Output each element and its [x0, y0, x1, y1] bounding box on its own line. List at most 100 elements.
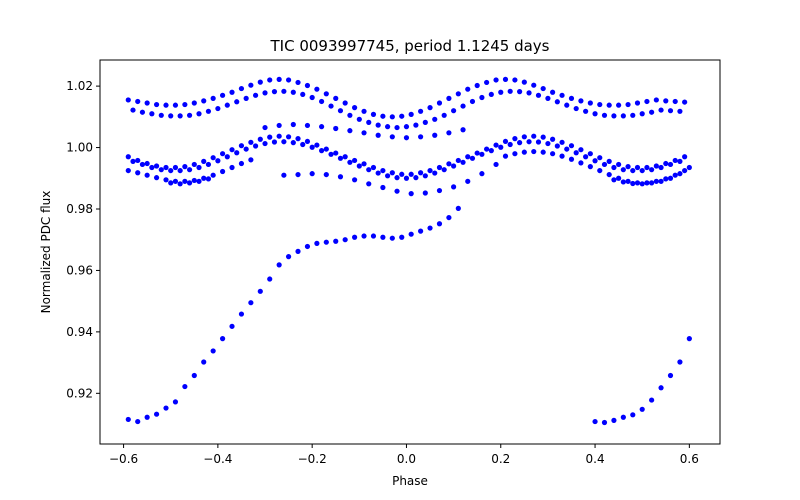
- data-point-s1-36: [469, 98, 476, 105]
- data-point-s1-44: [545, 95, 551, 101]
- data-point-s5-27: [625, 178, 631, 184]
- data-point-s3-56: [653, 163, 659, 169]
- data-point-s0-54: [634, 100, 641, 106]
- data-point-s3-11: [229, 147, 235, 153]
- data-point-s0-14: [257, 79, 263, 85]
- data-point-s1-29: [403, 124, 410, 130]
- data-point-s0-40: [502, 76, 509, 82]
- data-point-s7-9: [408, 191, 414, 197]
- data-point-s5-16: [521, 149, 527, 155]
- data-point-s0-32: [427, 105, 433, 111]
- data-point-s8-8: [201, 359, 207, 365]
- data-point-s1-57: [667, 108, 674, 114]
- data-point-s3-34: [446, 161, 452, 167]
- data-point-s0-58: [672, 98, 678, 105]
- data-point-s4-7: [196, 164, 202, 171]
- data-point-s9-6: [649, 397, 655, 403]
- data-point-s8-32: [427, 225, 433, 231]
- data-point-s0-37: [474, 82, 480, 89]
- data-point-s0-12: [238, 85, 245, 92]
- data-point-s4-0: [130, 158, 136, 164]
- data-point-s0-23: [342, 100, 348, 106]
- data-point-s1-48: [583, 108, 589, 114]
- data-point-s7-8: [394, 188, 400, 194]
- data-point-s4-5: [177, 167, 183, 174]
- data-point-s5-31: [663, 176, 669, 182]
- data-point-s5-26: [616, 175, 622, 181]
- data-point-s3-42: [521, 134, 527, 140]
- data-point-s0-10: [219, 92, 226, 98]
- data-point-s3-53: [625, 164, 631, 170]
- data-point-s3-47: [568, 143, 575, 149]
- data-point-s5-1: [135, 170, 141, 176]
- data-point-s5-32: [672, 172, 678, 178]
- data-point-s3-57: [663, 160, 669, 167]
- data-point-s5-14: [502, 153, 509, 159]
- data-point-s6-2: [186, 180, 193, 186]
- data-point-s8-15: [267, 276, 273, 282]
- x-tick-label: −0.6: [109, 452, 138, 466]
- data-point-s2-7: [361, 130, 367, 136]
- y-tick-label: 0.92: [66, 386, 93, 400]
- data-point-s8-7: [191, 372, 197, 379]
- data-point-s1-37: [479, 94, 485, 101]
- data-point-s0-53: [625, 101, 631, 108]
- data-point-s3-1: [135, 157, 141, 164]
- data-point-s3-50: [597, 155, 603, 161]
- data-point-s1-55: [649, 109, 655, 115]
- data-point-s3-27: [380, 167, 386, 174]
- data-point-s3-25: [361, 161, 367, 167]
- data-point-s1-6: [186, 112, 193, 118]
- data-point-s1-21: [328, 103, 334, 109]
- data-point-s4-30: [413, 175, 419, 181]
- data-point-s4-13: [252, 143, 259, 149]
- y-tick-label: 0.98: [66, 202, 93, 216]
- data-point-s3-3: [153, 163, 160, 169]
- data-point-s4-3: [158, 167, 164, 173]
- data-point-s4-28: [394, 175, 400, 181]
- data-point-s4-4: [168, 167, 174, 174]
- data-point-s3-20: [314, 142, 320, 148]
- data-point-s0-27: [380, 113, 386, 119]
- data-point-s1-11: [234, 99, 240, 105]
- data-point-s1-47: [573, 105, 579, 112]
- data-point-s0-50: [597, 101, 603, 108]
- data-point-s6-13: [686, 164, 692, 171]
- data-point-s4-48: [583, 154, 589, 160]
- data-point-s5-24: [597, 167, 603, 174]
- data-point-s7-2: [309, 171, 315, 177]
- data-point-s1-18: [300, 91, 306, 98]
- data-point-s1-16: [281, 88, 287, 94]
- data-point-s8-24: [352, 234, 358, 240]
- data-point-s2-9: [389, 134, 395, 140]
- data-point-s5-10: [219, 168, 226, 175]
- data-point-s9-5: [639, 406, 645, 412]
- data-point-s9-2: [611, 417, 617, 423]
- data-point-s1-33: [441, 112, 447, 118]
- data-point-s7-1: [295, 171, 301, 178]
- data-point-s4-25: [366, 167, 372, 173]
- data-point-s3-51: [606, 158, 612, 164]
- data-point-s4-17: [290, 140, 296, 146]
- data-point-s4-11: [234, 150, 240, 156]
- data-point-s4-33: [441, 167, 447, 173]
- data-point-s4-38: [488, 148, 494, 154]
- data-point-s4-36: [469, 155, 476, 161]
- x-tick-label: 0.6: [680, 452, 699, 466]
- data-point-s8-28: [389, 235, 395, 241]
- data-point-s0-42: [521, 79, 527, 85]
- data-point-s8-13: [248, 300, 254, 306]
- data-point-s2-2: [290, 121, 296, 128]
- data-point-s3-10: [219, 151, 226, 157]
- y-tick-label: 0.94: [66, 325, 93, 339]
- data-point-s4-45: [554, 143, 560, 149]
- data-point-s6-4: [205, 176, 212, 182]
- y-axis-label: Normalized PDC flux: [39, 191, 53, 314]
- data-point-s1-32: [432, 116, 438, 122]
- data-point-s3-55: [644, 164, 650, 171]
- data-point-s3-48: [578, 147, 584, 153]
- data-point-s6-0: [168, 180, 174, 186]
- data-point-s1-10: [224, 102, 230, 108]
- data-point-s8-33: [436, 221, 443, 227]
